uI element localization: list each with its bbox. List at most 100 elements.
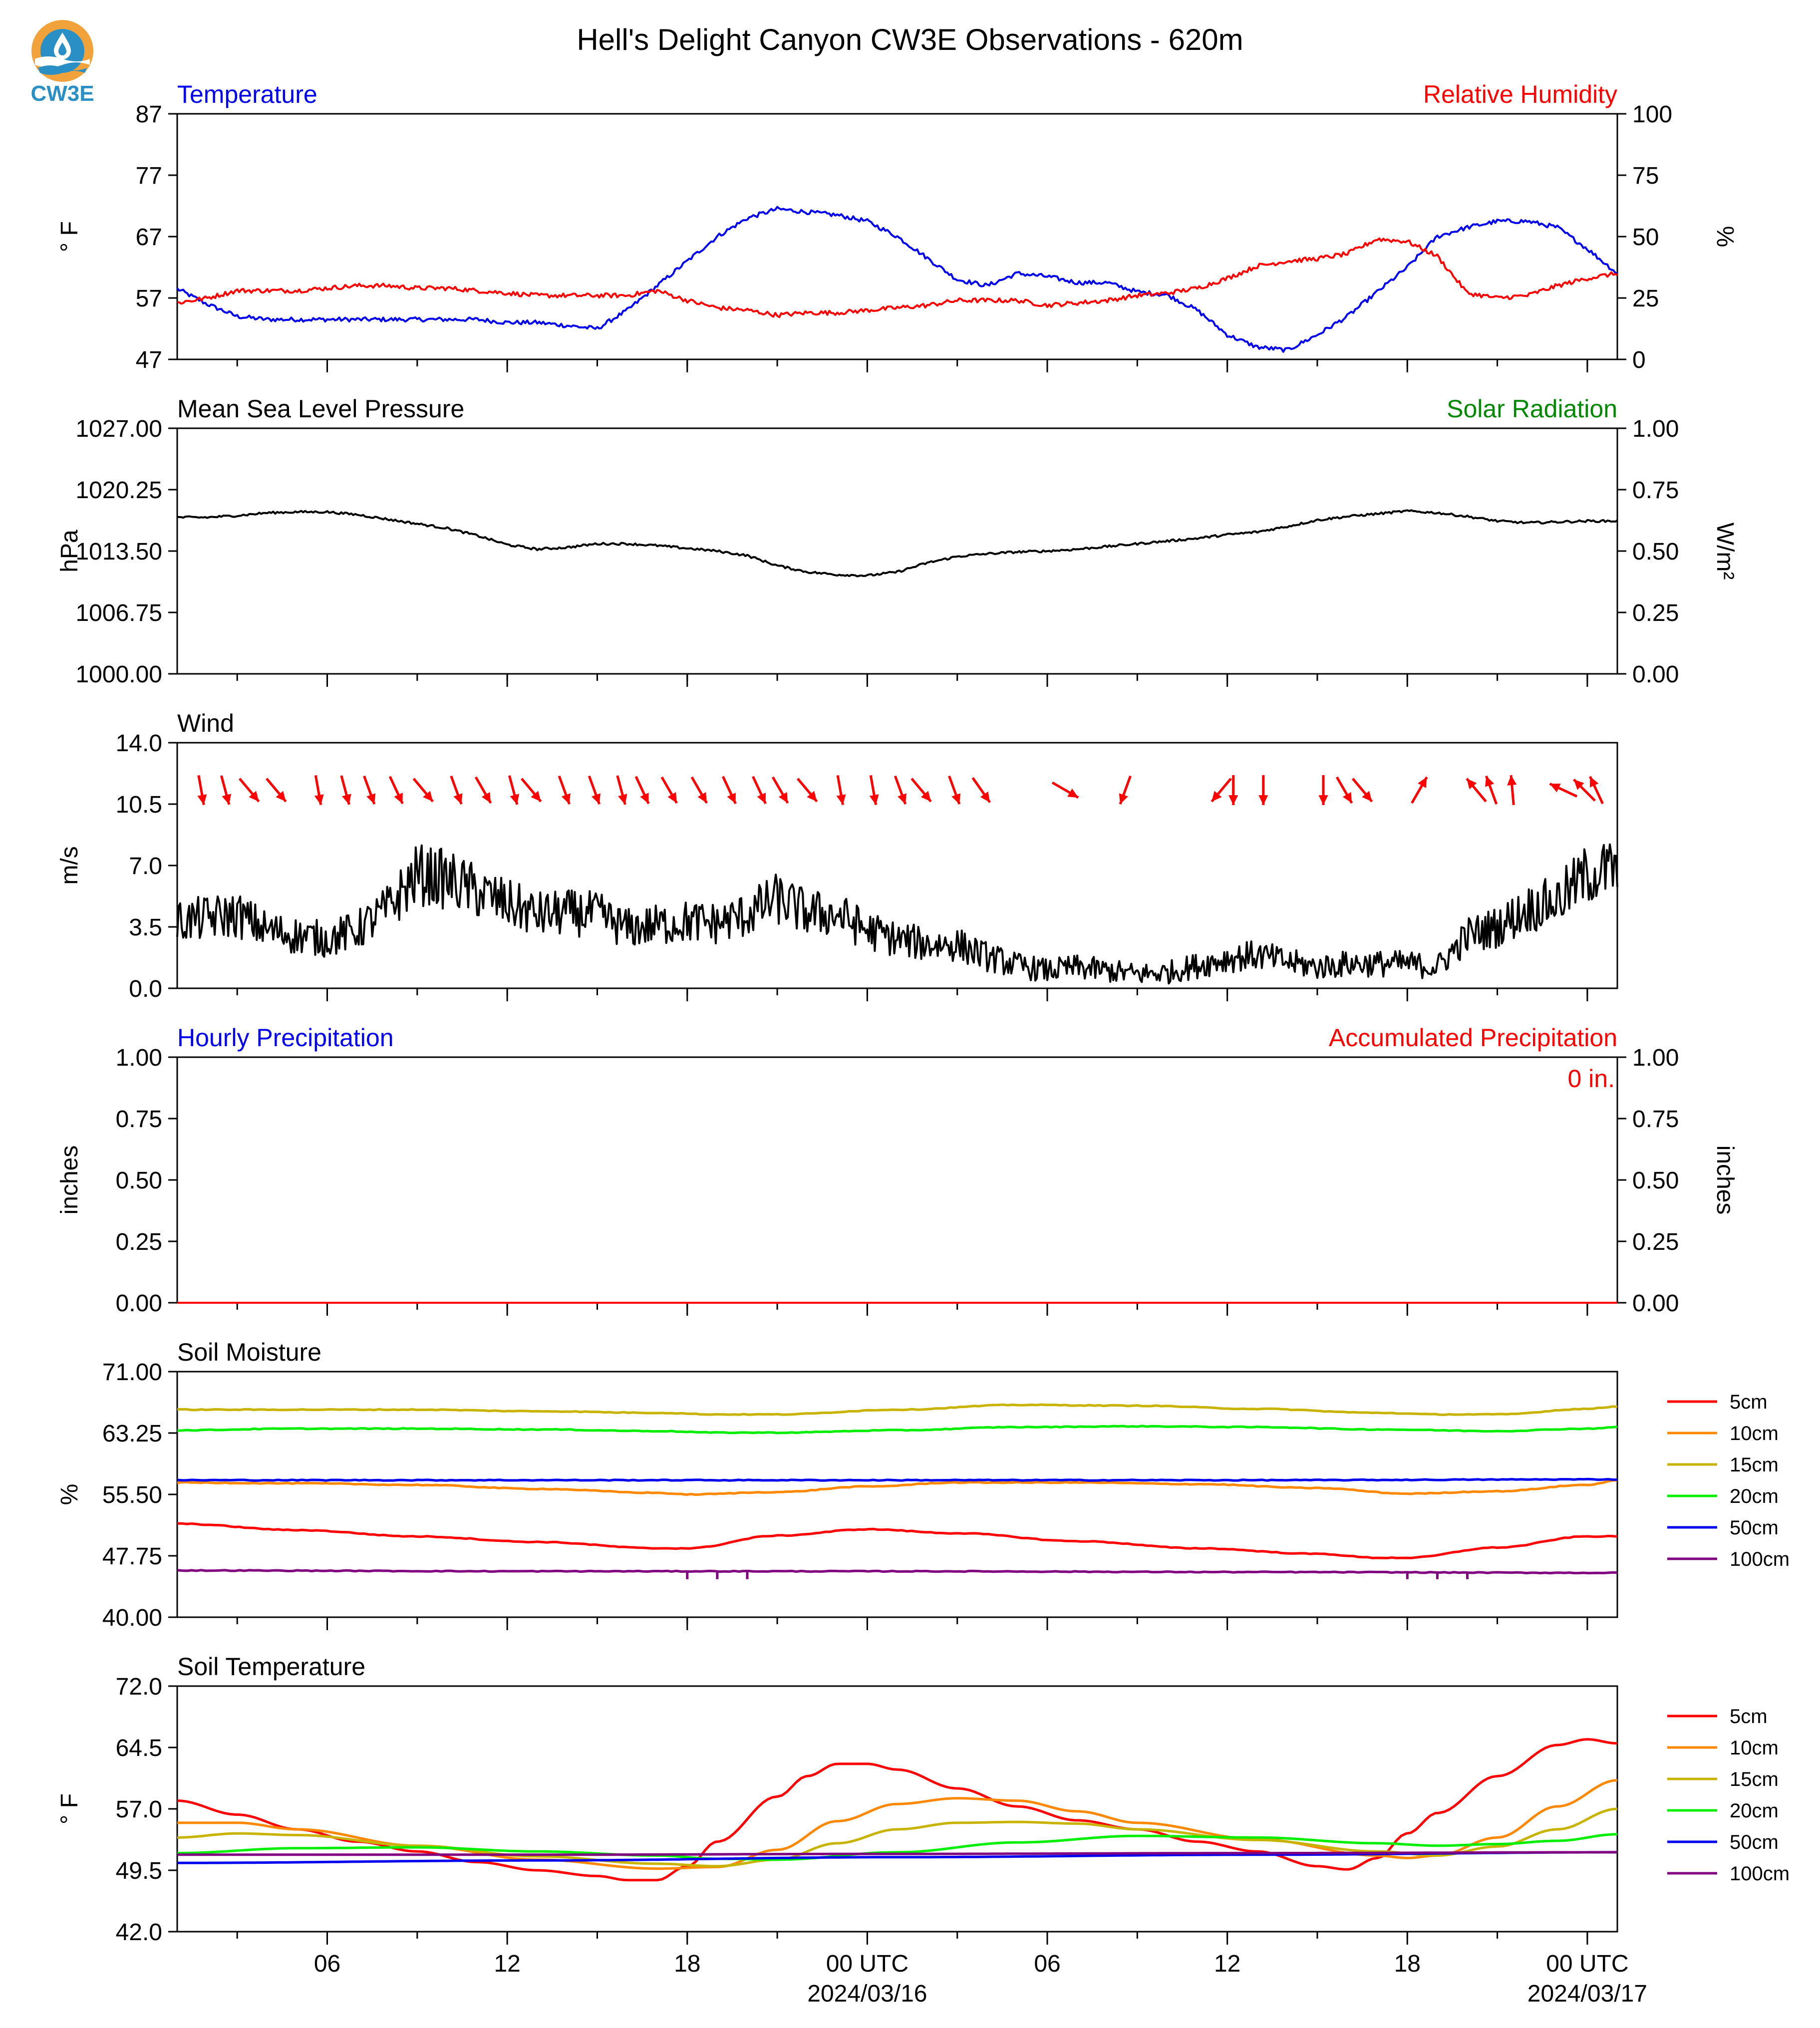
wind-arrow-head [869,794,879,805]
y-tick-label: 47 [136,347,162,373]
y-tick-label: 40.00 [102,1605,162,1631]
legend-label: 5cm [1730,1391,1768,1413]
y-axis-label: m/s [56,846,83,884]
x-tick-label: 18 [1394,1951,1421,1977]
y-tick-label: 0.50 [116,1167,162,1194]
plot-frame [176,1056,1618,1304]
y-tick-label-right: 1.00 [1632,416,1679,442]
legend: 5cm 10cm 15cm 20cm 50cm 100cm [1667,1391,1790,1570]
wind-arrow-head [1228,795,1238,805]
wind-arrow-head [366,793,376,805]
wind-arrow-head [1258,795,1268,805]
wind-arrow-head [314,794,324,805]
accumulated-annotation: 0 in. [1567,1065,1615,1093]
panel-6: Soil Temperature 72.0 64.5 57.0 49.5 42.0 ° F 5… [56,1653,1790,2007]
y-tick-label: 0.0 [129,976,162,1002]
wind-arrow-head [561,793,571,805]
wind-arrow [388,776,404,805]
panel-title-left: Hourly Precipitation [177,1024,394,1052]
legend-label: 20cm [1730,1800,1779,1822]
wind-arrow-head [836,794,846,805]
wind-arrow-head [1362,791,1372,802]
wind-arrow [1549,782,1578,798]
wind-arrow-head [1119,793,1128,805]
y-tick-label: 10.5 [116,792,162,818]
wind-arrow [1335,776,1353,804]
y-axis-label-right: W/m² [1712,523,1738,580]
wind-arrow-head [510,794,520,805]
y-tick-label: 57.0 [116,1796,162,1823]
panel-title-left: Mean Sea Level Pressure [177,395,464,423]
y-tick-label: 77 [136,163,162,189]
y-tick-label-right: 0.25 [1632,1229,1679,1255]
wind-arrow-head [249,791,259,802]
y-tick-label: 1006.75 [75,600,162,626]
y-tick-label: 1000.00 [75,661,162,688]
panel-title-left: Wind [177,709,234,737]
wind-arrow [910,778,932,803]
y-tick-label: 87 [136,101,162,128]
x-tick-label: 12 [1214,1951,1240,1977]
series-line [177,1569,1618,1575]
wind-arrow [948,775,961,805]
panel-title-right: Accumulated Precipitation [1329,1024,1617,1052]
wind-arrow-head [1418,777,1427,788]
series-line [177,1738,1618,1882]
wind-arrow [474,776,492,804]
wind-arrow [634,776,650,805]
y-tick-label: 0.75 [116,1106,162,1133]
y-tick-label: 67 [136,224,162,251]
panel-1: Temperature Relative Humidity 87 77 67 57 47 10… [56,80,1738,373]
wind-arrow-head [394,793,403,804]
y-tick-label-right: 100 [1632,101,1672,128]
series-line [177,1403,1618,1416]
y-tick-label-right: 0.50 [1632,1167,1679,1194]
plot-frame [176,427,1618,675]
y-tick-label: 7.0 [129,853,162,879]
panel-title-right: Relative Humidity [1423,80,1617,108]
legend-label: 5cm [1730,1706,1768,1728]
wind-arrow-head [617,794,627,805]
y-tick-label-right: 75 [1632,163,1659,189]
series-line [177,1425,1618,1435]
wind-arrow [521,778,542,803]
wind-arrow [1572,778,1596,802]
wind-arrow-head [807,791,817,802]
wind-arrow [1119,775,1132,805]
x-tick-label: 18 [674,1951,700,1977]
wind-arrow [450,775,463,805]
wind-arrow [1211,778,1232,803]
series-line [177,1833,1618,1861]
y-tick-label-right: 0.00 [1632,1290,1679,1317]
wind-arrow [363,775,376,805]
wind-arrow [1351,778,1373,803]
wind-arrow-head [920,791,931,802]
wind-arrow [836,775,846,805]
legend: 5cm 10cm 15cm 20cm 50cm 100cm [1667,1706,1790,1885]
wind-arrow [894,775,907,805]
y-tick-label-right: 1.00 [1632,1045,1679,1071]
wind-arrow-head [980,791,990,803]
series-line [177,1477,1618,1482]
wind-arrow-head [1507,775,1517,786]
legend-label: 10cm [1730,1423,1779,1445]
wind-arrow [1411,776,1428,804]
y-tick-label: 1027.00 [75,416,162,442]
wind-arrow [1318,775,1328,805]
legend-label: 100cm [1730,1863,1790,1885]
cw3e-logo-mark: CW3E [30,20,94,106]
y-axis-label: ° F [56,1793,83,1824]
wind-arrow [508,775,520,805]
y-tick-label: 1.00 [116,1045,162,1071]
wind-arrow [660,776,678,804]
wind-arrow [721,776,737,805]
wind-arrow [314,775,324,805]
y-axis-label: hPa [56,530,83,573]
panel-title-left: Temperature [177,80,317,108]
y-tick-label: 1020.25 [75,477,162,504]
wind-arrow-head [1318,795,1328,805]
x-date-label: 2024/03/16 [807,1981,927,2007]
wind-arrow [771,776,789,804]
y-tick-label: 49.5 [116,1858,162,1884]
wind-arrow [1507,775,1517,805]
